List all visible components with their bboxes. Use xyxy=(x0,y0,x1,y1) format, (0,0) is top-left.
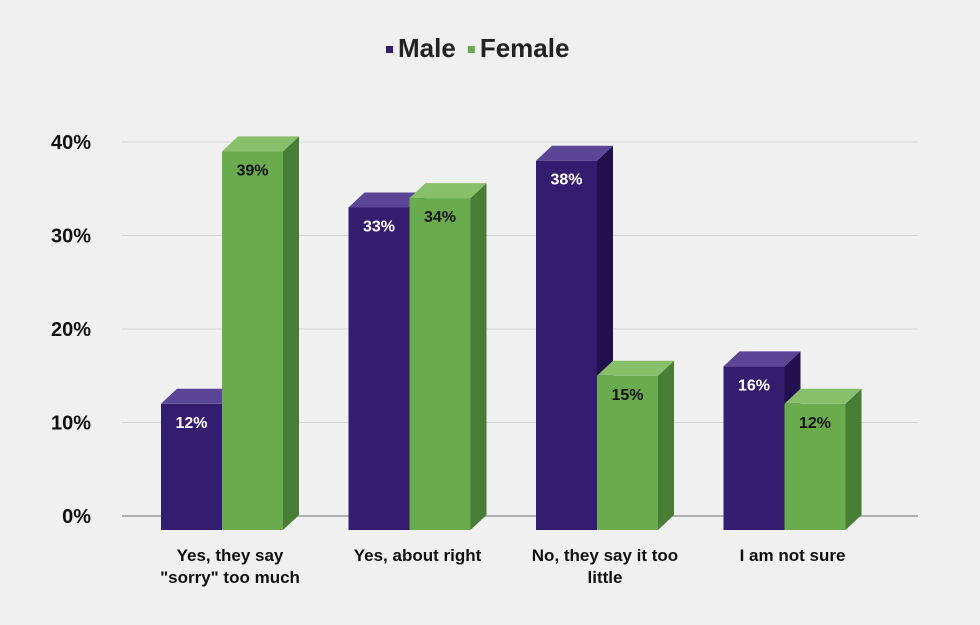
bar-front xyxy=(348,207,410,530)
bar-front xyxy=(597,375,658,530)
data-label: 12% xyxy=(175,415,207,432)
category-label: No, they say it too xyxy=(532,546,678,565)
bar-female-1: 34% xyxy=(409,183,487,530)
bar-front xyxy=(536,160,597,530)
bars: 12% 39% 33% 34% 38% 15% 16% 12% xyxy=(161,136,862,530)
y-tick-label: 10% xyxy=(51,413,91,435)
data-label: 33% xyxy=(363,218,395,235)
bar-side xyxy=(845,388,862,530)
bar-female-0: 39% xyxy=(222,136,299,530)
data-label: 38% xyxy=(550,172,582,189)
category-label: I am not sure xyxy=(740,546,846,565)
y-axis: 0% 10% 20% 30% 40% xyxy=(51,132,91,528)
bar-front xyxy=(784,403,846,530)
data-label: 39% xyxy=(236,162,268,179)
data-label: 15% xyxy=(611,387,643,404)
y-tick-label: 20% xyxy=(51,319,91,341)
x-axis: Yes, they say "sorry" too much Yes, about … xyxy=(160,546,845,587)
category-label: Yes, they say xyxy=(177,546,284,565)
bar-top xyxy=(161,388,238,404)
category-label: Yes, about right xyxy=(354,546,482,565)
legend-swatch-female xyxy=(467,46,475,53)
bar-side xyxy=(283,136,299,530)
bar-front xyxy=(723,366,785,530)
data-label: 12% xyxy=(799,415,831,432)
legend-swatch-male xyxy=(386,46,393,53)
bar-top xyxy=(597,360,674,376)
legend-label-male: Male xyxy=(398,33,456,63)
category-label: "sorry" too much xyxy=(160,568,300,587)
bar-top xyxy=(536,145,613,161)
bar-front xyxy=(161,403,222,530)
data-label: 34% xyxy=(424,209,456,226)
bar-top xyxy=(222,136,299,152)
bar-female-3: 12% xyxy=(784,388,862,530)
bar-top xyxy=(348,192,426,208)
bar-top xyxy=(784,388,862,404)
data-label: 16% xyxy=(738,377,770,394)
category-label: little xyxy=(588,568,623,587)
y-tick-label: 30% xyxy=(51,226,91,248)
y-tick-label: 0% xyxy=(62,506,91,528)
bar-side xyxy=(470,183,487,530)
legend: Male Female xyxy=(386,33,569,63)
bar-top xyxy=(723,351,801,367)
legend-label-female: Female xyxy=(480,33,570,63)
bar-side xyxy=(658,360,674,530)
bar-top xyxy=(409,183,487,199)
bar-front xyxy=(222,151,283,530)
bar-female-2: 15% xyxy=(597,360,674,530)
y-tick-label: 40% xyxy=(51,132,91,154)
bar-front xyxy=(409,198,471,530)
